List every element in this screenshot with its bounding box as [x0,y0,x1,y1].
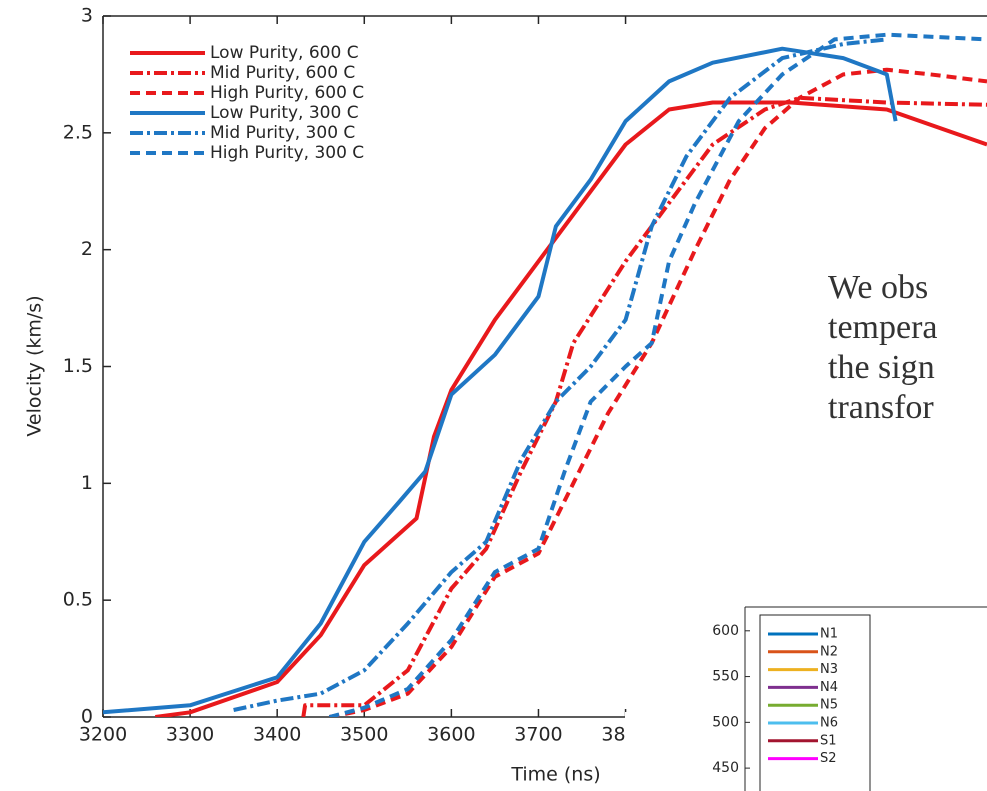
x-tick-label: 3600 [427,724,475,746]
legend-label: Mid Purity, 300 C [210,123,355,143]
x-tick-label: 3400 [253,724,301,746]
inset-legend-label: N4 [820,680,838,695]
inset-y-tick-label: 550 [712,669,739,685]
y-tick-label: 1 [81,472,93,494]
legend-label: High Purity, 300 C [210,143,364,163]
x-axis-label: Time (ns) [510,764,600,786]
annotation-line: We obs [828,269,928,306]
annotation-line: transfor [828,389,934,426]
inset-chart: 450 500 550 600 N1 N2 N3 N4 N5 N6 S1 S2 [712,606,987,791]
inset-legend-label: N2 [820,644,838,659]
legend-label: Low Purity, 600 C [210,43,359,63]
inset-y-tick-label: 450 [712,760,739,776]
y-tick-label: 2.5 [63,121,93,143]
legend-label: Mid Purity, 600 C [210,63,355,83]
y-tick-label: 2 [81,238,93,260]
y-tick-label: 0.5 [63,589,93,611]
inset-legend-label: N1 [820,627,838,642]
data-line [103,46,898,715]
y-tick-label: 0 [81,706,93,728]
inset-legend-box [759,614,871,791]
inset-legend-label: S2 [820,751,837,766]
text-box [820,262,987,492]
data-line [301,95,987,717]
x-tick-label: 3300 [166,724,214,746]
plot-area [103,32,987,717]
legend-label: High Purity, 600 C [210,83,364,103]
x-tick-label: 3700 [514,724,562,746]
legend-label: Low Purity, 300 C [210,103,359,123]
y-tick-label: 3 [81,5,93,27]
y-tick-label: 1.5 [63,355,93,377]
x-tick-label: 3200 [79,724,127,746]
inset-legend-label: N6 [820,716,838,731]
inset-y-tick-label: 600 [712,623,739,639]
inset-legend-label: N3 [820,662,838,677]
annotation-line: the sign [828,349,935,386]
annotation-line: tempera [828,309,938,346]
main-chart: 00.511.522.53320033003400350036003700380… [24,5,987,786]
x-tick-label: 3500 [340,724,388,746]
y-axis-label: Velocity (km/s) [24,295,46,436]
data-line [233,37,888,712]
data-line [328,32,987,717]
inset-y-tick-label: 500 [712,714,739,730]
inset-legend-label: S1 [820,733,837,748]
inset-legend-label: N5 [820,698,838,713]
